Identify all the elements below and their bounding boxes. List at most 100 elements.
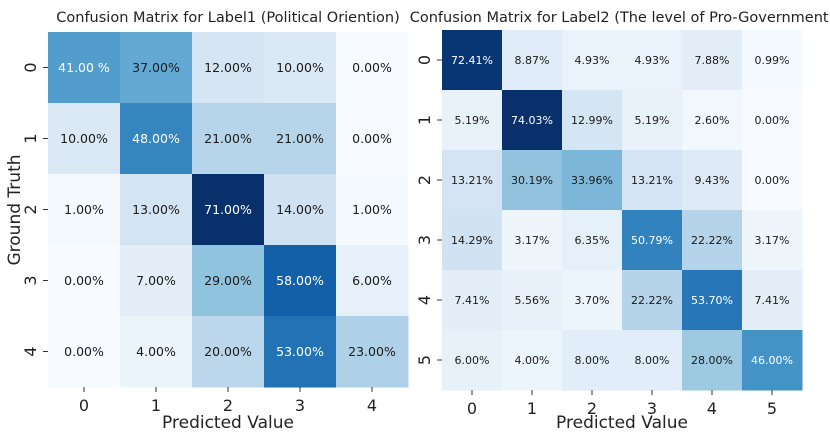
cell-label-r2-c4: 9.43% — [695, 174, 730, 187]
heatmap-cell-r5-c5 — [742, 330, 803, 391]
heatmap-cell-r3-c4 — [336, 245, 409, 317]
heatmap-cell-r4-c4 — [336, 316, 409, 388]
cell-label-r4-c4: 23.00% — [348, 344, 396, 359]
heatmap-cell-r1-c0 — [48, 103, 121, 175]
cell-label-r1-c1: 74.03% — [511, 114, 553, 127]
cell-label-r4-c2: 3.70% — [575, 294, 610, 307]
cell-label-r2-c0: 1.00% — [64, 202, 104, 217]
heatmap-cell-r3-c3 — [264, 245, 337, 317]
heatmap-cell-r2-c0 — [442, 150, 503, 211]
cell-label-r2-c2: 71.00% — [204, 202, 252, 217]
heatmap-cell-r3-c0 — [48, 245, 121, 317]
tick-group: 0 1 2 3 4 0 1 2 3 4 — [21, 62, 377, 415]
x-tick-label-2: 2 — [223, 396, 233, 415]
cell-label-r0-c4: 7.88% — [695, 54, 730, 67]
x-tick-label-5: 5 — [767, 399, 777, 418]
y-tick-label-5: 5 — [415, 355, 434, 365]
heatmap-cell-r1-c4 — [682, 90, 743, 151]
heatmap-label1: Confusion Matrix for Label1 (Political O… — [5, 10, 409, 433]
heatmap-cell-r1-c4 — [336, 103, 409, 175]
x-tick-label-4: 4 — [707, 399, 717, 418]
heatmap-cell-r1-c5 — [742, 90, 803, 151]
heatmap-cell-r5-c2 — [562, 330, 623, 391]
cell-label-r4-c3: 22.22% — [631, 294, 673, 307]
x-tick-label-4: 4 — [367, 396, 377, 415]
heatmap-cell-r3-c2 — [562, 210, 623, 271]
heatmap-cell-r2-c2 — [562, 150, 623, 211]
heatmap-cell-r1-c0 — [442, 90, 503, 151]
heatmap-cell-r3-c1 — [502, 210, 563, 271]
cell-label-r0-c0: 72.41% — [451, 54, 493, 67]
heatmap-cell-r4-c5 — [742, 270, 803, 331]
cell-label-r5-c2: 8.00% — [575, 354, 610, 367]
cell-label-r5-c1: 4.00% — [515, 354, 550, 367]
chart-title: Confusion Matrix for Label2 (The level o… — [410, 10, 830, 26]
cell-label-r1-c5: 0.00% — [755, 114, 790, 127]
tick-group: 0 1 2 3 4 5 0 1 2 3 4 5 — [415, 55, 777, 418]
heatmap-cell-r3-c0 — [442, 210, 503, 271]
heatmap-cell-r0-c4 — [336, 32, 409, 104]
heatmap-cell-r0-c0 — [48, 32, 121, 104]
cell-label-r1-c2: 21.00% — [204, 131, 252, 146]
heatmap-cell-r0-c5 — [742, 30, 803, 91]
chart-title: Confusion Matrix for Label1 (Political O… — [56, 10, 399, 26]
heatmap-cell-r4-c3 — [264, 316, 337, 388]
x-tick-label-3: 3 — [295, 396, 305, 415]
cell-label-r0-c1: 8.87% — [515, 54, 550, 67]
heatmap-cell-r4-c3 — [622, 270, 683, 331]
cell-label-r3-c4: 6.00% — [352, 273, 392, 288]
cell-label-r0-c2: 12.00% — [204, 60, 252, 75]
cell-label-r2-c4: 1.00% — [352, 202, 392, 217]
heatmap-cell-r2-c5 — [742, 150, 803, 211]
cell-label-r2-c3: 13.21% — [631, 174, 673, 187]
cell-label-r0-c0: 41.00 % — [58, 60, 110, 75]
cell-label-r4-c2: 20.00% — [204, 344, 252, 359]
y-tick-label-1: 1 — [21, 133, 40, 143]
cell-label-r4-c1: 4.00% — [136, 344, 176, 359]
cell-label-r3-c1: 7.00% — [136, 273, 176, 288]
heatmap-cell-r2-c3 — [264, 174, 337, 246]
heatmap-cell-r4-c4 — [682, 270, 743, 331]
y-tick-label-4: 4 — [415, 295, 434, 305]
heatmap-cell-r4-c0 — [442, 270, 503, 331]
heatmap-cell-r5-c4 — [682, 330, 743, 391]
cell-label-r2-c2: 33.96% — [571, 174, 613, 187]
heatmap-cell-r4-c1 — [502, 270, 563, 331]
y-tick-label-3: 3 — [21, 275, 40, 285]
cell-label-r4-c1: 5.56% — [515, 294, 550, 307]
y-axis-label: Ground Truth — [5, 154, 25, 265]
cell-label-r1-c4: 0.00% — [352, 131, 392, 146]
cell-label-r3-c1: 3.17% — [515, 234, 550, 247]
x-tick-label-2: 2 — [587, 399, 597, 418]
cell-label-r3-c3: 58.00% — [276, 273, 324, 288]
cell-label-r3-c2: 6.35% — [575, 234, 610, 247]
cell-label-r0-c4: 0.00% — [352, 60, 392, 75]
heatmap-cell-r1-c2 — [562, 90, 623, 151]
cell-label-r5-c4: 28.00% — [691, 354, 733, 367]
heatmap-label2: Confusion Matrix for Label2 (The level o… — [410, 10, 830, 433]
cell-label-r2-c1: 30.19% — [511, 174, 553, 187]
cell-label-r1-c3: 5.19% — [635, 114, 670, 127]
x-tick-label-1: 1 — [527, 399, 537, 418]
cell-label-r5-c3: 8.00% — [635, 354, 670, 367]
heatmap-cell-r0-c2 — [562, 30, 623, 91]
cell-label-r5-c0: 6.00% — [455, 354, 490, 367]
cell-label-r3-c5: 3.17% — [755, 234, 790, 247]
heatmap-cell-r5-c0 — [442, 330, 503, 391]
heatmap-cell-r3-c4 — [682, 210, 743, 271]
heatmap-cell-r4-c1 — [120, 316, 193, 388]
heatmap-cell-r2-c4 — [682, 150, 743, 211]
cell-label-r3-c3: 50.79% — [631, 234, 673, 247]
y-tick-label-2: 2 — [415, 175, 434, 185]
y-tick-label-1: 1 — [415, 115, 434, 125]
heatmap-cell-r4-c2 — [192, 316, 265, 388]
cell-group: 72.41% 8.87% 4.93% 4.93% 7.88% 0.99% 5.19% 74.0… — [442, 30, 803, 391]
y-tick-label-4: 4 — [21, 346, 40, 356]
cell-group: 41.00 % 37.00% 12.00% 10.00% 0.00% 10.00% 48.0… — [48, 32, 409, 388]
heatmap-cell-r1-c3 — [264, 103, 337, 175]
cell-label-r0-c5: 0.99% — [755, 54, 790, 67]
cell-label-r0-c3: 10.00% — [276, 60, 324, 75]
x-tick-label-0: 0 — [467, 399, 477, 418]
heatmap-cell-r2-c1 — [120, 174, 193, 246]
